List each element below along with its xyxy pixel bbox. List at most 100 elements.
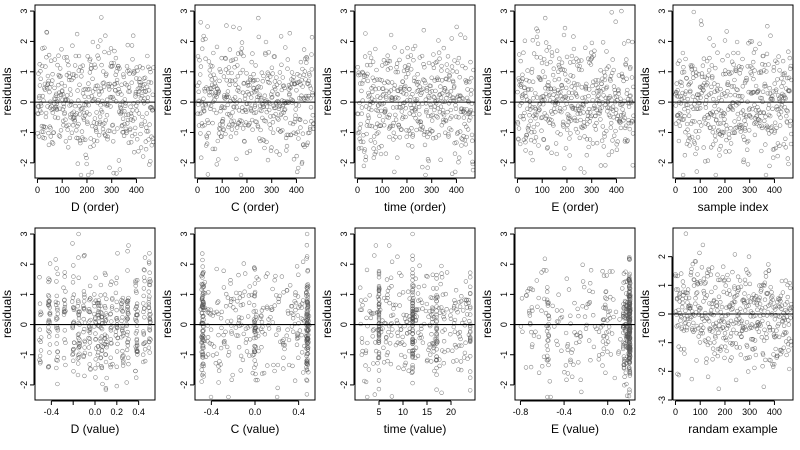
data-point (535, 28, 540, 34)
data-point (42, 136, 47, 141)
data-point (529, 130, 534, 135)
data-point (591, 90, 596, 96)
data-point (55, 62, 60, 68)
data-point (575, 63, 580, 68)
data-point (124, 130, 129, 135)
data-point (101, 80, 106, 85)
data-point (82, 253, 87, 258)
data-point (277, 80, 282, 85)
data-point (51, 130, 56, 135)
data-point (37, 95, 42, 101)
data-point (558, 132, 563, 137)
data-point (52, 85, 57, 91)
data-point (356, 72, 361, 78)
data-point (206, 130, 211, 136)
data-point (683, 102, 689, 108)
data-point (601, 144, 606, 149)
y-axis-label-p9: residuals (480, 290, 494, 338)
data-point (438, 104, 444, 109)
x-tick-label: 0.0 (601, 407, 614, 417)
data-point (431, 94, 436, 99)
data-point (207, 90, 212, 95)
data-point (407, 86, 412, 92)
x-tick-label: 15 (422, 407, 432, 417)
data-point (608, 114, 613, 119)
x-tick-label: 400 (289, 185, 304, 195)
data-point (300, 131, 306, 136)
data-point (763, 83, 768, 89)
data-point (96, 133, 102, 138)
data-point (232, 95, 238, 100)
data-point (673, 103, 678, 108)
data-point (595, 85, 601, 90)
data-point (557, 106, 563, 111)
data-point (76, 344, 82, 350)
data-point (147, 336, 152, 341)
data-point (409, 126, 414, 131)
data-point (630, 119, 635, 124)
data-point (38, 76, 43, 81)
data-point (376, 145, 382, 150)
data-point (355, 130, 361, 136)
data-point (364, 123, 370, 128)
data-point (623, 123, 629, 128)
y-tick-label: 0 (499, 100, 509, 105)
data-point (542, 57, 547, 62)
data-point (94, 129, 99, 134)
data-point (732, 130, 738, 135)
data-point (417, 112, 422, 117)
data-point (83, 137, 88, 142)
data-point (142, 119, 148, 124)
data-point (50, 141, 56, 146)
data-point (378, 95, 383, 101)
y-tick-label: 0 (19, 322, 29, 327)
data-point (285, 66, 290, 71)
data-point (369, 123, 374, 129)
x-axis-label-p5: sample index (698, 200, 769, 214)
data-point (525, 126, 531, 131)
data-point (57, 106, 62, 111)
data-point (55, 99, 60, 104)
data-point (133, 125, 138, 131)
data-point (778, 115, 783, 120)
data-point (530, 157, 535, 163)
data-point (605, 105, 610, 110)
data-point (47, 329, 52, 335)
data-point (712, 89, 717, 94)
data-point (710, 74, 715, 79)
data-point (47, 261, 53, 266)
data-point (577, 108, 582, 114)
data-point (199, 155, 204, 160)
data-point (119, 307, 124, 312)
data-point (674, 81, 679, 86)
data-point (450, 171, 455, 176)
data-point (262, 93, 267, 98)
data-point (396, 96, 401, 101)
data-point (261, 104, 266, 110)
data-point (782, 95, 788, 100)
data-point (404, 134, 409, 139)
data-point (146, 79, 151, 85)
data-point (55, 271, 60, 277)
data-point (293, 107, 298, 112)
data-point (783, 145, 788, 150)
data-point (693, 151, 698, 157)
data-point (274, 91, 280, 97)
data-point (423, 80, 428, 86)
data-point (434, 59, 440, 64)
data-point (567, 153, 572, 158)
x-axis-label-p9: E (value) (551, 422, 599, 436)
data-point (92, 304, 97, 309)
data-point (568, 118, 574, 123)
data-point (699, 22, 704, 27)
data-point (78, 64, 83, 70)
data-point (453, 169, 458, 175)
data-point (280, 75, 285, 80)
data-point (87, 70, 93, 75)
data-point (109, 64, 114, 69)
data-point (722, 117, 727, 122)
data-point (308, 127, 313, 132)
data-point (87, 86, 92, 92)
data-point (202, 123, 207, 128)
data-point (48, 134, 53, 139)
